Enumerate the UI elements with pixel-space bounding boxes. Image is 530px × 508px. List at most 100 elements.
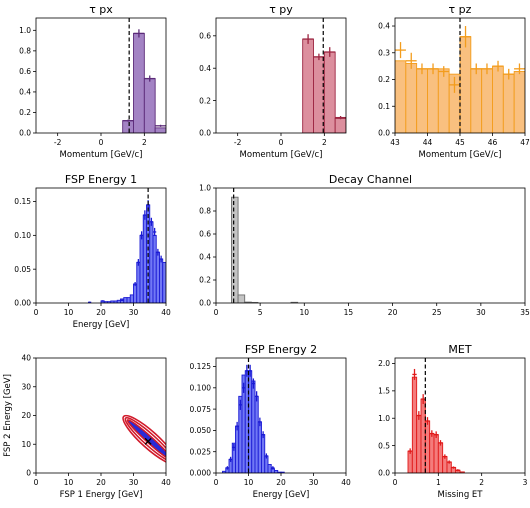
x-tick-label: 0 [214,478,219,487]
plot-area [230,188,299,303]
error-point [447,460,452,464]
hist-bar [152,234,157,303]
hist-bar [492,65,504,133]
hist-bar [395,60,407,133]
hist-bar [420,398,426,473]
error-point [140,231,144,240]
chart-title: FSP Energy 2 [245,343,317,356]
error-point [408,448,413,454]
hist-bar [424,420,431,473]
error-point [492,60,504,72]
y-axis-label: FSP 2 Energy [GeV] [3,374,13,457]
error-point [153,227,157,237]
y-tick-label: 1.5 [378,387,390,396]
plot-area [88,188,166,303]
error-point [245,364,249,377]
x-axis-label: FSP 1 Energy [GeV] [60,490,143,500]
hist-bar [154,127,166,133]
hist-bar [313,56,325,133]
hist-bar [502,73,515,133]
error-point [101,300,105,302]
error-point [248,364,252,377]
x-tick-label: 40 [341,478,351,487]
x-tick-label: 30 [129,478,139,487]
y-tick-label: 0.10 [14,231,31,240]
hist-bar [302,38,314,133]
y-tick-label: 0.8 [199,207,211,216]
y-tick-label: 0.025 [190,447,212,456]
error-point [324,47,336,57]
hist-bar [235,425,240,473]
chart-title: MET [448,343,471,356]
hist-bar [459,36,472,133]
x-tick-label: 45 [455,138,465,147]
hist-bar [139,234,144,303]
hist-bar [267,464,272,473]
panel-tau_pz: 43 44 45 46 47 0.0 0.1 0.2 0.3 0.4 τ pz Momentum [G… [378,3,530,160]
hist-bar [155,251,160,303]
y-tick-label: 0.2 [199,276,211,285]
error-point [120,299,124,301]
error-point [149,217,153,226]
panel-fsp_energy_2: 0 10 20 30 40 0.000 0.025 0.050 0.075 0.100 0.125 F… [190,343,351,500]
hist-bar [427,68,439,133]
error-point [242,382,246,393]
y-tick-label: 0.4 [19,88,31,97]
error-point [271,466,275,470]
y-tick-label: 0.1 [378,102,390,111]
y-tick-label: 0.05 [14,265,31,274]
x-tick-label: 20 [388,308,398,317]
y-tick-label: 0.2 [199,96,211,105]
error-point [429,430,434,437]
panel-tau_px: -2 0 2 0.0 0.2 0.4 0.6 0.8 1.0 τ px Momentum [GeV/… [19,3,167,160]
y-tick-label: 0.6 [19,67,31,76]
chart-title: FSP Energy 1 [65,173,137,186]
hist-bar [280,471,285,473]
plot-area [407,358,465,473]
error-point [438,66,450,77]
y-tick-label: 40 [21,354,31,363]
x-tick-label: 3 [523,478,528,487]
hist-bar [159,258,164,303]
error-point [155,124,166,127]
error-point [514,63,525,75]
hist-bar [126,297,131,303]
panel-fsp_energy_1: 0 10 20 30 40 0.00 0.05 0.10 0.15 FSP Energy 1 Ene… [14,173,171,330]
error-point [416,63,428,75]
error-point [434,431,439,438]
x-tick-label: 2 [479,478,484,487]
error-point [133,29,145,38]
hist-bar [230,196,239,303]
plot-area [122,414,166,466]
y-tick-label: 0.15 [14,197,31,206]
x-tick-label: 43 [390,138,400,147]
y-tick-label: 0.2 [19,108,31,117]
x-tick-label: 0 [214,308,219,317]
y-tick-label: 0.6 [199,230,211,239]
hist-bar [257,421,262,473]
x-tick-label: 0 [393,478,398,487]
y-tick-label: 0.4 [378,22,390,31]
hist-bar [437,68,450,133]
hist-bar [429,433,435,473]
hist-bar [470,68,483,133]
hist-bar [143,78,156,133]
y-tick-label: 10 [21,440,31,449]
error-point [481,63,493,75]
error-point [143,210,147,220]
error-point [255,391,259,402]
hist-bar [481,68,493,133]
error-point [136,259,140,266]
y-tick-label: 0.050 [190,426,212,435]
x-tick-label: 20 [96,308,106,317]
error-point [229,456,233,462]
error-point [412,368,417,380]
panel-met: 0 1 2 3 0.0 0.5 1.0 1.5 2.0 MET Missing ET [378,343,528,500]
hist-bar [251,380,256,473]
error-point [449,76,460,93]
x-axis-label: Momentum [GeV/c] [240,150,323,160]
hist-bar [405,63,418,133]
error-point [442,454,447,459]
x-tick-label: 40 [161,478,171,487]
error-point [460,26,471,48]
